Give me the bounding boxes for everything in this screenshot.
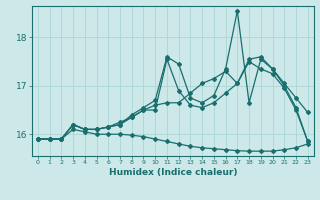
X-axis label: Humidex (Indice chaleur): Humidex (Indice chaleur) (108, 168, 237, 177)
